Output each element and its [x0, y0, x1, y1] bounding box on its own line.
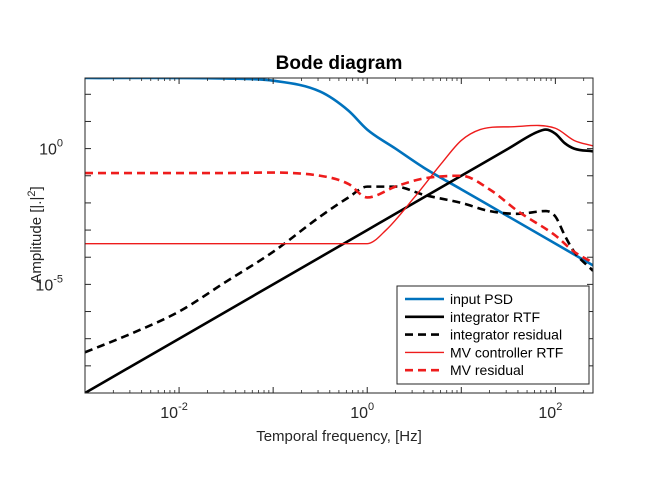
legend-label-2: integrator residual — [450, 327, 562, 343]
legend: input PSD integrator RTF integrator residu… — [396, 285, 590, 385]
y-tick-base: 10 — [39, 142, 57, 159]
x-tick-label-2: 102 — [538, 401, 562, 422]
series-line-1 — [85, 128, 593, 393]
y-axis-label: Amplitude [|.|2] — [26, 186, 45, 283]
y-tick-exp: 0 — [57, 138, 63, 150]
series-line-2 — [85, 185, 593, 354]
legend-box — [396, 285, 590, 385]
legend-label-4: MV residual — [450, 362, 524, 378]
x-axis-label: Temporal frequency, [Hz] — [256, 428, 422, 445]
x-tick-base: 10 — [538, 405, 556, 422]
x-tick-base: 10 — [160, 405, 178, 422]
x-tick-exp: 0 — [368, 401, 374, 413]
series-line-3 — [85, 124, 593, 245]
x-tick-exp: -2 — [178, 401, 188, 413]
y-axis-label-main: Amplitude [|.| — [28, 197, 45, 284]
legend-label-3: MV controller RTF — [450, 344, 563, 360]
legend-label-0: input PSD — [450, 291, 513, 307]
y-tick-base: 10 — [35, 277, 53, 294]
x-tick-label-1: 100 — [350, 401, 374, 422]
legend-label-1: integrator RTF — [450, 309, 540, 325]
x-tick-exp: 2 — [556, 401, 562, 413]
y-tick-label-0: 100 — [39, 138, 63, 159]
chart-title: Bode diagram — [276, 53, 403, 74]
series-layer — [85, 78, 593, 393]
x-tick-label-0: 10-2 — [160, 401, 188, 422]
y-tick-label-1: 10-5 — [35, 273, 63, 294]
y-tick-exp: -5 — [53, 273, 63, 285]
x-tick-base: 10 — [350, 405, 368, 422]
series-line-0 — [85, 78, 593, 267]
y-axis-label-sup: 2 — [26, 191, 38, 197]
y-axis-label-end: ] — [28, 186, 45, 190]
series-line-4 — [85, 171, 593, 264]
